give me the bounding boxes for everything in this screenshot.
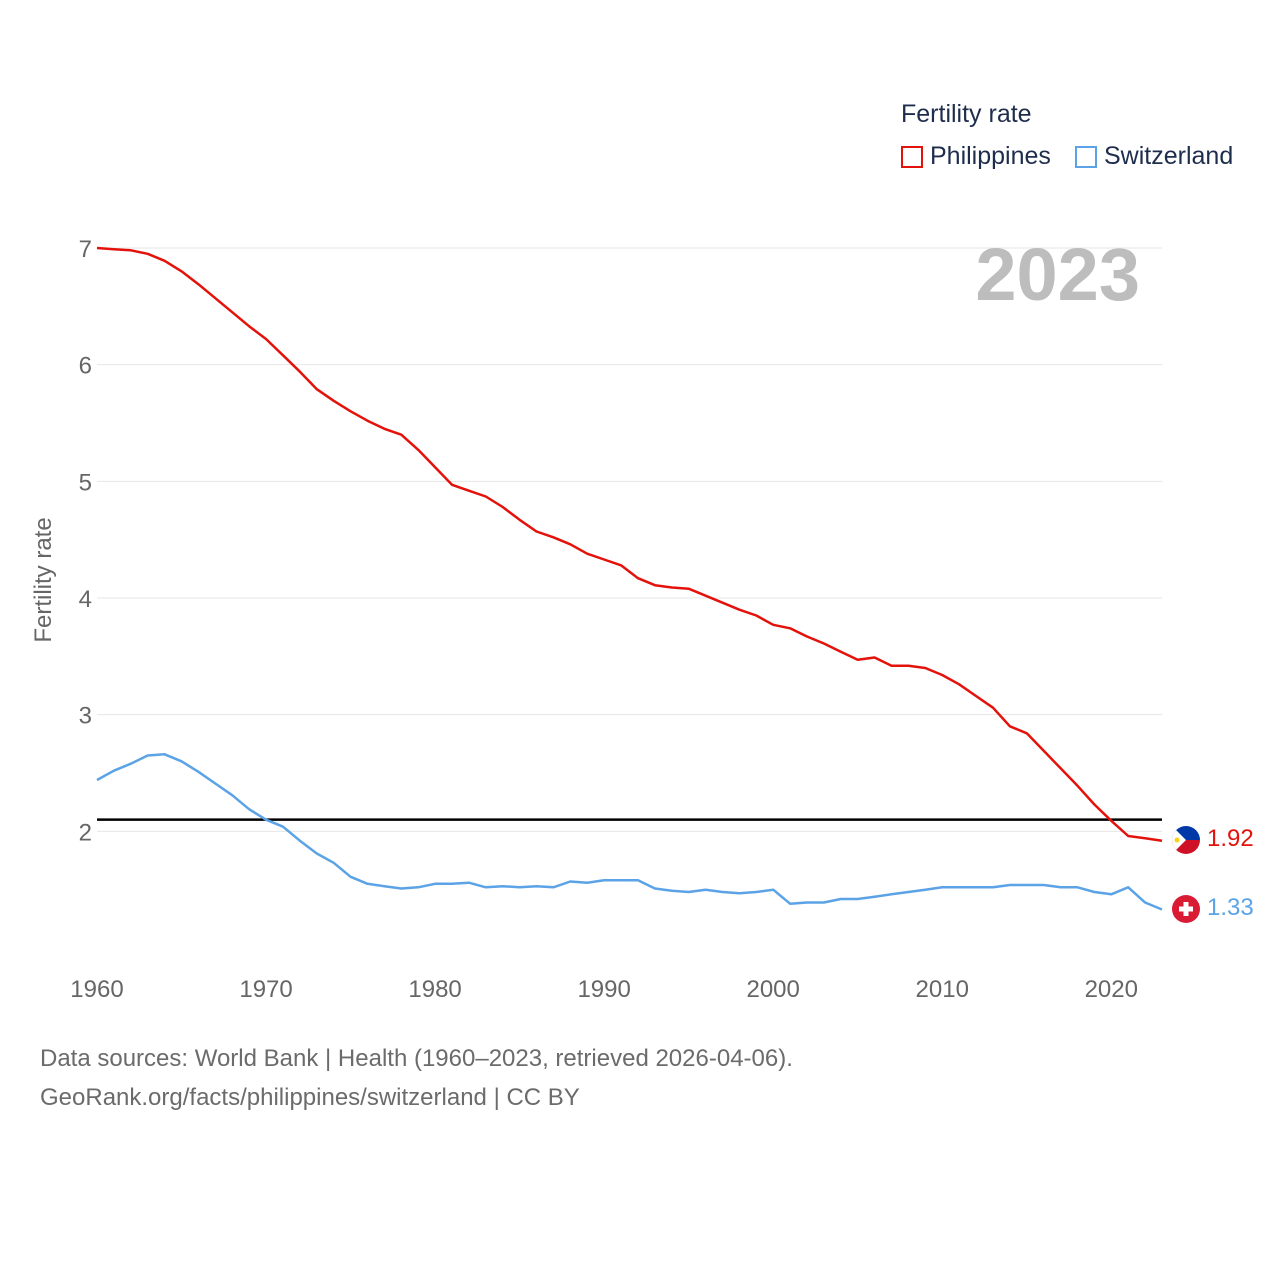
legend-title: Fertility rate bbox=[901, 100, 1032, 128]
legend-swatch-switzerland bbox=[1075, 145, 1097, 168]
gridlines bbox=[97, 247, 1162, 832]
x-tick-label: 2020 bbox=[1085, 976, 1138, 1003]
x-tick-label: 1970 bbox=[239, 976, 292, 1003]
series-line-switzerland bbox=[96, 753, 1163, 911]
footer-attribution[interactable]: GeoRank.org/facts/philippines/switzerlan… bbox=[40, 1084, 580, 1111]
switzerland-end-value: 1.33 bbox=[1207, 894, 1254, 921]
y-axis-label: Fertility rate bbox=[30, 517, 57, 642]
x-tick-label: 1990 bbox=[577, 976, 630, 1003]
current-year-display: 2023 bbox=[975, 233, 1140, 316]
legend-item-philippines[interactable]: Philippines bbox=[901, 142, 1051, 171]
y-tick-label: 4 bbox=[79, 586, 92, 613]
x-tick-label: 1960 bbox=[70, 976, 123, 1003]
y-axis-ticks: 2 3 4 5 6 7 bbox=[79, 236, 92, 846]
x-axis-ticks: 1960 1970 1980 1990 2000 2010 2020 bbox=[70, 976, 1138, 1003]
legend-item-switzerland[interactable]: Switzerland bbox=[1075, 142, 1233, 171]
x-tick-label: 2000 bbox=[746, 976, 799, 1003]
legend-swatch-philippines bbox=[901, 145, 923, 168]
series-line-philippines bbox=[96, 246, 1163, 842]
philippines-flag-icon bbox=[1172, 826, 1200, 854]
footer-sources: Data sources: World Bank | Health (1960–… bbox=[40, 1045, 793, 1072]
y-tick-label: 6 bbox=[79, 353, 92, 380]
philippines-end-value: 1.92 bbox=[1207, 825, 1254, 852]
x-tick-label: 2010 bbox=[916, 976, 969, 1003]
legend-label-switzerland: Switzerland bbox=[1104, 142, 1234, 170]
end-markers: 1.92 1.33 bbox=[1172, 825, 1254, 923]
y-tick-label: 7 bbox=[79, 236, 92, 263]
x-tick-label: 1980 bbox=[408, 976, 461, 1003]
series-lines bbox=[96, 246, 1163, 911]
legend-label-philippines: Philippines bbox=[930, 142, 1051, 170]
y-tick-label: 2 bbox=[79, 819, 92, 846]
y-tick-label: 5 bbox=[79, 469, 92, 496]
switzerland-flag-icon bbox=[1172, 895, 1200, 923]
y-tick-label: 3 bbox=[79, 703, 92, 730]
